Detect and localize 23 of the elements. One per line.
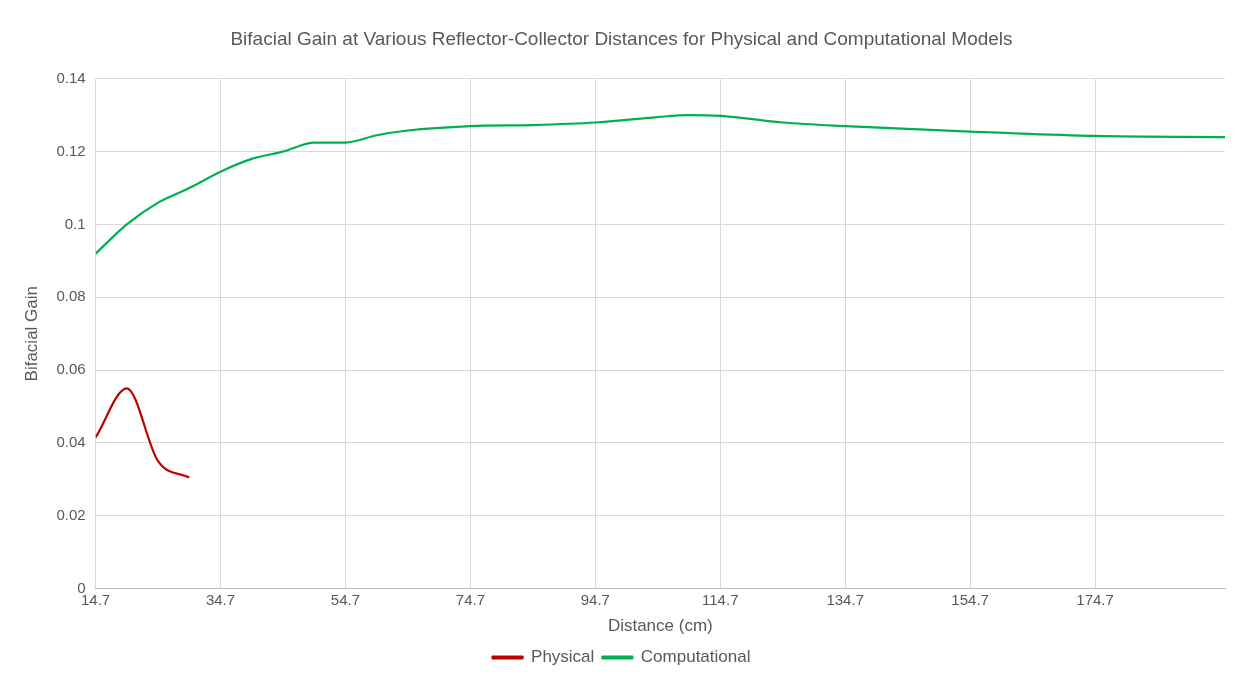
- y-axis-title: Bifacial Gain: [21, 285, 41, 382]
- x-tick-label: 114.7: [702, 590, 739, 608]
- legend-label: Computational: [640, 647, 751, 667]
- x-tick-label: 154.7: [951, 590, 989, 608]
- y-tick-label: 0.1: [64, 214, 86, 232]
- y-tick-label: 0: [77, 578, 86, 596]
- y-tick-label: 0.12: [56, 141, 86, 159]
- chart-title: Bifacial Gain at Various Reflector-Collector Distances for Physical and Computational Models: [230, 27, 1013, 49]
- x-tick-label: 34.7: [205, 590, 236, 608]
- x-axis-title: Distance (cm): [607, 616, 713, 636]
- y-tick-label: 0.02: [56, 505, 86, 523]
- line-series: [95, 387, 191, 479]
- x-tick-label: 174.7: [1076, 590, 1114, 608]
- y-tick-label: 0.04: [56, 433, 86, 451]
- legend-label: Physical: [531, 647, 595, 667]
- line-series: [95, 114, 1225, 255]
- y-tick-label: 0.14: [56, 68, 86, 86]
- y-tick-label: 0.06: [56, 360, 86, 378]
- x-tick-label: 74.7: [455, 590, 485, 608]
- x-tick-label: 134.7: [826, 590, 864, 608]
- x-tick-label: 94.7: [580, 590, 610, 608]
- y-tick-label: 0.08: [56, 287, 86, 305]
- x-tick-label: 54.7: [330, 590, 361, 608]
